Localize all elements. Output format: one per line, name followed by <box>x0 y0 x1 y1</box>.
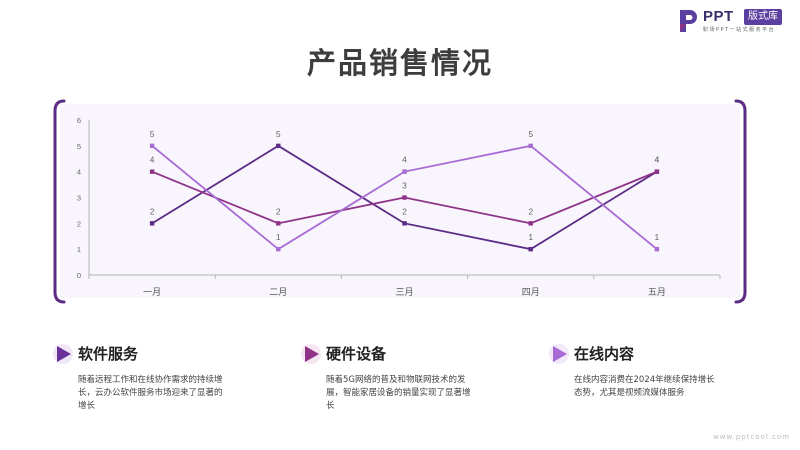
y-tick-label: 1 <box>77 245 81 254</box>
y-tick-label: 0 <box>77 271 81 280</box>
y-tick-label: 4 <box>77 168 81 177</box>
data-point <box>276 221 281 226</box>
play-triangle-icon <box>53 344 73 364</box>
data-point <box>149 221 155 226</box>
data-label: 2 <box>150 206 155 216</box>
play-triangle-icon <box>549 344 569 364</box>
data-point <box>402 169 407 174</box>
y-tick-label: 2 <box>77 219 81 228</box>
logo-badge: 版式库 <box>744 9 782 25</box>
data-label: 2 <box>402 206 407 216</box>
data-label: 2 <box>276 206 281 216</box>
data-point <box>654 169 660 174</box>
y-tick-label: 5 <box>77 142 81 151</box>
data-point <box>528 143 533 149</box>
y-tick-label: 3 <box>77 194 81 203</box>
data-label: 4 <box>150 155 155 165</box>
data-label: 5 <box>528 129 533 139</box>
footer-url: www.pptcool.com <box>713 433 790 441</box>
logo-p-icon <box>680 10 697 32</box>
data-point <box>402 221 407 226</box>
data-point <box>149 143 155 149</box>
data-label: 1 <box>655 232 660 242</box>
feature-description: 随着5G网络的普及和物联网技术的发展，智能家居设备的销量实现了显著增长 <box>326 375 471 411</box>
page-title: 产品销售情况 <box>306 46 493 80</box>
data-label: 4 <box>655 155 660 165</box>
data-point <box>276 246 281 252</box>
data-label: 5 <box>150 129 155 139</box>
data-label: 4 <box>402 155 407 165</box>
logo-tagline: 职场PPT一站式服务平台 <box>703 27 776 33</box>
data-label: 1 <box>276 232 281 242</box>
chart-panel <box>60 104 740 298</box>
data-point <box>528 221 533 226</box>
data-label: 4 <box>655 155 660 165</box>
feature-title: 硬件设备 <box>326 345 387 363</box>
y-tick-label: 6 <box>77 116 81 125</box>
x-tick-label: 二月 <box>269 287 287 298</box>
data-label: 2 <box>528 206 533 216</box>
feature-title: 软件服务 <box>78 345 139 363</box>
frame-bracket-right <box>734 99 747 304</box>
play-triangle-icon <box>301 344 321 364</box>
data-point <box>654 246 660 252</box>
x-tick-label: 五月 <box>648 287 666 298</box>
data-point <box>402 195 407 200</box>
x-tick-label: 一月 <box>143 287 161 298</box>
x-tick-label: 四月 <box>522 287 540 298</box>
feature-description: 在线内容消费在2024年继续保持增长态势，尤其是视频流媒体服务 <box>574 375 715 398</box>
feature-title: 在线内容 <box>574 345 635 363</box>
x-tick-label: 三月 <box>395 287 413 298</box>
data-label: 3 <box>402 181 407 191</box>
data-point <box>149 169 155 174</box>
brand-logo: PPT 版式库 职场PPT一站式服务平台 <box>678 8 793 36</box>
data-point <box>276 143 281 149</box>
data-label: 5 <box>276 129 281 139</box>
feature-description: 随着远程工作和在线协作需求的持续增长，云办公软件服务市场迎来了显著的增长 <box>78 375 223 411</box>
logo-text: PPT <box>703 8 734 25</box>
frame-bracket-left <box>53 99 66 304</box>
data-label: 1 <box>528 232 533 242</box>
data-point <box>528 246 533 252</box>
